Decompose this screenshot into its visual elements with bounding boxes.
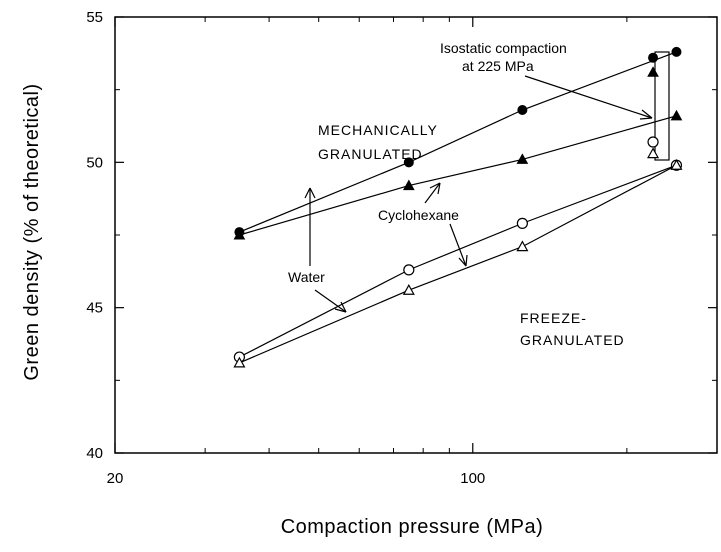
point-open-triangle bbox=[647, 147, 660, 159]
point-filled-triangle bbox=[516, 153, 529, 164]
point-open-triangle bbox=[670, 159, 683, 170]
arrow-cyclohexane-upper bbox=[424, 182, 441, 204]
annotation-freeze-line2: GRANULATED bbox=[520, 332, 625, 348]
arrowhead-water-lower bbox=[334, 301, 347, 313]
point-filled-triangle bbox=[233, 228, 246, 240]
annotation-mech-line1: MECHANICALLY bbox=[318, 122, 438, 138]
y-tick-label: 50 bbox=[86, 154, 103, 171]
x-tick-label: 100 bbox=[460, 470, 485, 487]
arrowhead-cyclohexane-upper bbox=[429, 182, 441, 195]
series-lines bbox=[239, 51, 677, 364]
y-tick-label: 55 bbox=[86, 9, 103, 26]
arrowhead-cyclohexane-lower bbox=[458, 254, 468, 267]
series-line bbox=[239, 164, 677, 364]
arrowhead-isostatic bbox=[639, 109, 653, 120]
y-axis-title: Green density (% of theoretical) bbox=[21, 83, 43, 380]
point-filled-circle bbox=[403, 157, 414, 168]
annotation-mech-line2: GRANULATED bbox=[318, 146, 423, 162]
point-open-triangle bbox=[516, 240, 529, 252]
y-tick-label: 40 bbox=[86, 445, 103, 462]
point-filled-triangle bbox=[670, 109, 683, 121]
series-line bbox=[239, 51, 677, 233]
point-open-circle bbox=[403, 264, 415, 276]
point-filled-circle bbox=[517, 105, 528, 116]
tick-labels: 40 45 50 55 20 100 bbox=[86, 9, 485, 487]
isostatic-bracket bbox=[654, 51, 670, 161]
arrowhead-water-upper bbox=[304, 187, 316, 199]
annotation-freeze-line1: FREEZE- bbox=[520, 310, 587, 326]
series-line bbox=[239, 164, 677, 358]
annotation-water: Water bbox=[288, 269, 325, 285]
point-filled-circle bbox=[648, 52, 659, 63]
x-tick-label: 20 bbox=[107, 470, 124, 487]
point-open-circle bbox=[516, 217, 528, 229]
arrow-water-lower bbox=[314, 289, 347, 313]
arrow-cyclohexane-lower bbox=[449, 223, 467, 267]
series-line bbox=[239, 115, 677, 236]
point-filled-triangle bbox=[402, 179, 415, 191]
ticks bbox=[114, 16, 717, 454]
annotation-arrows bbox=[304, 75, 653, 313]
x-axis-title: Compaction pressure (MPa) bbox=[281, 516, 544, 538]
point-open-triangle bbox=[233, 356, 246, 368]
markers bbox=[233, 46, 683, 368]
annotation-isostatic-line2: at 225 MPa bbox=[462, 58, 534, 74]
point-filled-triangle bbox=[647, 66, 659, 77]
annotation-cyclohexane: Cyclohexane bbox=[378, 207, 459, 223]
point-open-triangle bbox=[402, 283, 415, 295]
point-open-circle bbox=[647, 136, 659, 148]
plot-frame bbox=[114, 16, 718, 454]
point-filled-circle bbox=[671, 46, 682, 57]
annotation-isostatic-line1: Isostatic compaction bbox=[440, 40, 567, 56]
arrow-isostatic bbox=[524, 75, 653, 119]
y-tick-label: 45 bbox=[86, 300, 103, 317]
